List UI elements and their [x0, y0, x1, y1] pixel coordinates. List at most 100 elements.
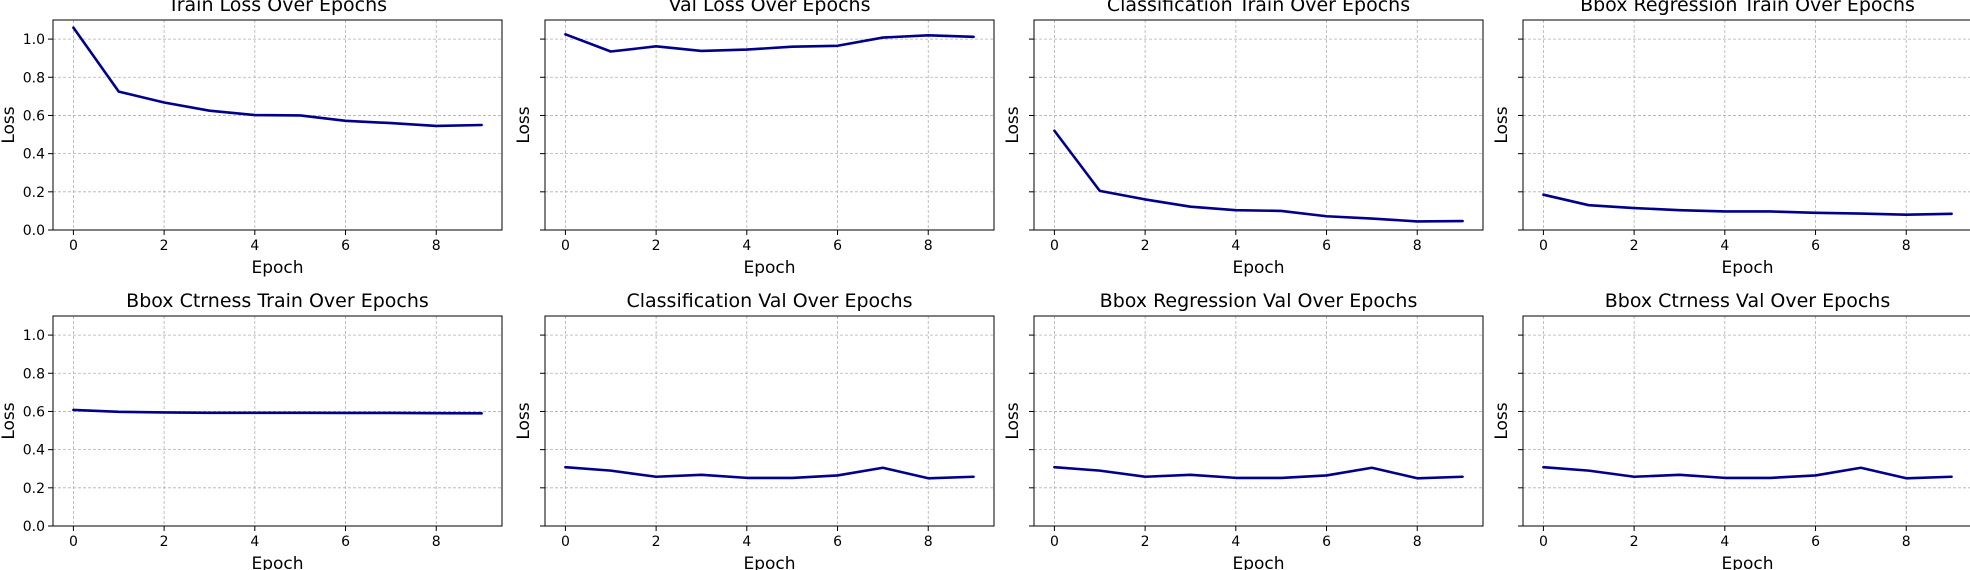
x-tick-label: 8	[1902, 534, 1911, 550]
x-tick-label: 2	[160, 534, 169, 550]
y-tick-label: 0.6	[23, 404, 45, 420]
x-tick-label: 6	[341, 534, 350, 550]
x-axis-label: Epoch	[251, 258, 303, 278]
x-axis-label: Epoch	[1232, 258, 1284, 278]
axes-frame	[1033, 315, 1484, 527]
subplot-7: 0 2 4 6 8 Bbox Regression Val Over Epochs Epoc…	[1003, 290, 1484, 570]
series-line	[564, 465, 975, 480]
x-tick-label: 8	[1413, 238, 1422, 254]
x-tick-label: 4	[742, 534, 751, 550]
y-axis-label: Loss	[514, 106, 534, 143]
x-tick-label: 4	[1231, 238, 1240, 254]
y-axis-label: Loss	[1003, 106, 1023, 143]
x-axis-label: Epoch	[743, 258, 795, 278]
chart-title: Classification Train Over Epochs	[1107, 0, 1410, 16]
x-tick-label: 4	[250, 534, 259, 550]
y-tick-label: 0.8	[23, 70, 45, 86]
chart-title: Val Loss Over Epochs	[668, 0, 870, 16]
chart-title: Bbox Regression Train Over Epochs	[1580, 0, 1915, 16]
axes-frame	[544, 315, 995, 527]
subplot-6: 0 2 4 6 8 Classification Val Over Epochs Epoch…	[514, 290, 995, 570]
series-line	[1053, 465, 1464, 480]
y-tick-label: 0.4	[23, 443, 45, 459]
x-tick-label: 4	[1231, 534, 1240, 550]
y-axis-label: Loss	[0, 402, 19, 439]
x-tick-label: 0	[69, 534, 78, 550]
y-tick-label: 1.0	[23, 32, 45, 48]
y-axis-label: Loss	[1492, 402, 1512, 439]
y-axis-label: Loss	[1003, 402, 1023, 439]
x-tick-label: 0	[561, 534, 570, 550]
x-axis-label: Epoch	[1721, 554, 1773, 570]
y-tick-label: 0.4	[23, 147, 45, 163]
x-tick-label: 6	[341, 238, 350, 254]
subplot-3: 0 2 4 6 8 Classification Train Over Epochs Epo…	[1003, 0, 1484, 278]
series-line	[1053, 129, 1464, 223]
x-tick-label: 6	[833, 238, 842, 254]
series-line	[564, 33, 975, 53]
y-tick-label: 0.2	[23, 481, 45, 497]
chart-title: Bbox Regression Val Over Epochs	[1100, 290, 1418, 312]
chart-title: Classification Val Over Epochs	[626, 290, 912, 312]
x-tick-label: 4	[250, 238, 259, 254]
y-tick-label: 0.2	[23, 185, 45, 201]
x-tick-label: 4	[1720, 534, 1729, 550]
y-axis-label: Loss	[1492, 106, 1512, 143]
subplot-1: 0 2 4 6 8 0.0 0.2 0.4 0.6 0.8 1.0 Train Loss Over E…	[0, 0, 503, 278]
x-tick-label: 4	[1720, 238, 1729, 254]
x-tick-label: 6	[1811, 238, 1820, 254]
y-tick-label: 0.0	[23, 223, 45, 239]
x-tick-label: 0	[561, 238, 570, 254]
x-tick-label: 8	[432, 534, 441, 550]
x-tick-label: 6	[1322, 238, 1331, 254]
y-tick-label: 0.0	[23, 519, 45, 535]
x-tick-label: 0	[1050, 238, 1059, 254]
x-tick-label: 2	[652, 534, 661, 550]
x-tick-label: 2	[652, 238, 661, 254]
series-line	[1542, 465, 1953, 480]
axes-frame	[52, 19, 503, 231]
x-tick-label: 8	[432, 238, 441, 254]
x-tick-label: 6	[1811, 534, 1820, 550]
axes-frame	[544, 19, 995, 231]
subplot-8: 0 2 4 6 8 Bbox Ctrness Val Over Epochs Epoch Lo…	[1492, 290, 1970, 570]
axes-frame	[1522, 19, 1970, 231]
series-line	[72, 408, 483, 415]
x-tick-label: 0	[1539, 238, 1548, 254]
subplot-4: 0 2 4 6 8 Bbox Regression Train Over Epochs Ep…	[1492, 0, 1970, 278]
x-tick-label: 8	[924, 534, 933, 550]
x-tick-label: 6	[833, 534, 842, 550]
y-tick-label: 0.6	[23, 108, 45, 124]
subplot-2: 0 2 4 6 8 Val Loss Over Epochs Epoch Loss	[514, 0, 995, 278]
series-line	[72, 26, 483, 128]
x-axis-label: Epoch	[1721, 258, 1773, 278]
x-tick-label: 0	[69, 238, 78, 254]
chart-title: Bbox Ctrness Train Over Epochs	[126, 290, 429, 312]
x-tick-label: 8	[1413, 534, 1422, 550]
x-tick-label: 2	[1141, 238, 1150, 254]
x-axis-label: Epoch	[251, 554, 303, 570]
x-tick-label: 0	[1539, 534, 1548, 550]
x-tick-label: 2	[1630, 238, 1639, 254]
y-tick-label: 1.0	[23, 328, 45, 344]
chart-title: Train Loss Over Epochs	[167, 0, 387, 16]
y-tick-label: 0.8	[23, 366, 45, 382]
x-axis-label: Epoch	[743, 554, 795, 570]
x-axis-label: Epoch	[1232, 554, 1284, 570]
subplot-5: 0 2 4 6 8 0.0 0.2 0.4 0.6 0.8 1.0 Bbox Ctrness Trai…	[0, 290, 503, 570]
axes-frame	[1033, 19, 1484, 231]
chart-title: Bbox Ctrness Val Over Epochs	[1605, 290, 1890, 312]
x-tick-label: 2	[1630, 534, 1639, 550]
x-tick-label: 2	[160, 238, 169, 254]
series-line	[1542, 193, 1953, 217]
x-tick-label: 8	[1902, 238, 1911, 254]
x-tick-label: 8	[924, 238, 933, 254]
x-tick-label: 2	[1141, 534, 1150, 550]
y-axis-label: Loss	[514, 402, 534, 439]
x-tick-label: 4	[742, 238, 751, 254]
axes-frame	[52, 315, 503, 527]
axes-frame	[1522, 315, 1970, 527]
y-axis-label: Loss	[0, 106, 19, 143]
x-tick-label: 0	[1050, 534, 1059, 550]
